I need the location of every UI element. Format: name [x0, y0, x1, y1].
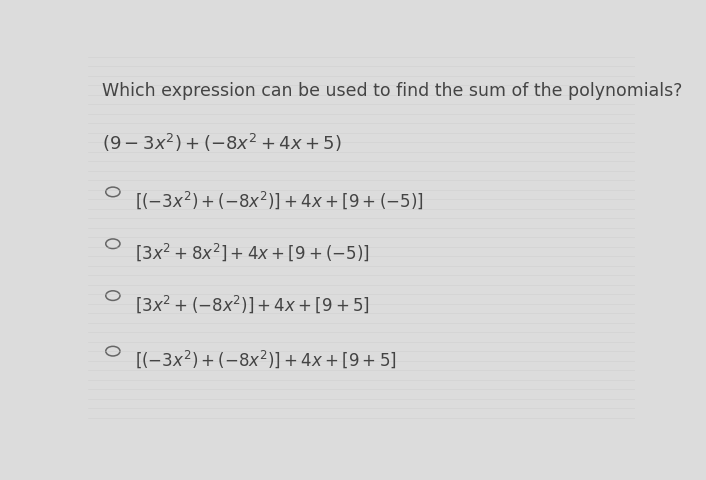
Text: $[(-3x^2)+(-8x^2)]+4x+[9+(-5)]$: $[(-3x^2)+(-8x^2)]+4x+[9+(-5)]$	[135, 189, 424, 210]
Text: $[3x^2+(-8x^2)]+4x+[9+5]$: $[3x^2+(-8x^2)]+4x+[9+5]$	[135, 292, 370, 314]
Text: $[(-3x^2)+(-8x^2)]+4x+[9+5]$: $[(-3x^2)+(-8x^2)]+4x+[9+5]$	[135, 348, 397, 369]
Text: Which expression can be used to find the sum of the polynomials?: Which expression can be used to find the…	[102, 82, 682, 99]
Text: $(9-3x^2)+(-8x^2+4x+5)$: $(9-3x^2)+(-8x^2+4x+5)$	[102, 132, 342, 154]
Text: $[3x^2+8x^2]+4x+[9+(-5)]$: $[3x^2+8x^2]+4x+[9+(-5)]$	[135, 240, 370, 262]
